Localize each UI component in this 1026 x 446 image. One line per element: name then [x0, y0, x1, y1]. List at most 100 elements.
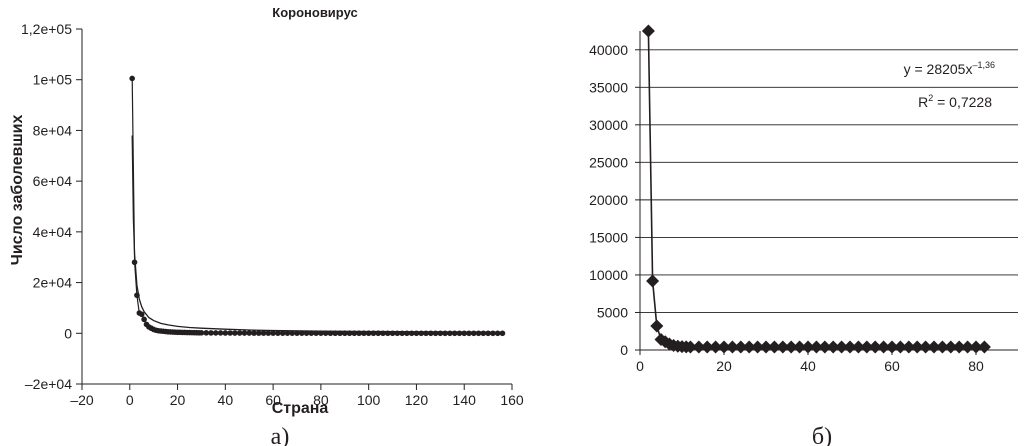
chart-a-axes — [81, 29, 512, 385]
chart-a-point — [337, 330, 343, 337]
chart-a-point — [217, 330, 224, 336]
chart-b-point — [944, 340, 958, 354]
chart-b-x-tick-label: 20 — [716, 358, 732, 374]
chart-b-point — [851, 340, 865, 354]
chart-a-point — [466, 330, 472, 337]
chart-b-y-tick-label: 15000 — [589, 229, 628, 245]
chart-a-point — [423, 330, 429, 337]
chart-a-x-tick-label: 160 — [500, 392, 524, 408]
chart-a-series-line — [131, 78, 503, 334]
chart-b-point — [809, 340, 823, 354]
chart-a-point — [275, 330, 281, 336]
chart-a-point — [418, 330, 425, 337]
chart-a-fit-curve — [131, 135, 503, 333]
chart-b-point — [843, 340, 857, 354]
chart-a-x-tick-label: 40 — [218, 392, 234, 408]
chart-a-y-axis-label: Число заболевших — [9, 115, 26, 266]
chart-b-point — [935, 340, 949, 354]
chart-a-point — [327, 330, 334, 337]
chart-a-point — [227, 330, 233, 336]
chart-b-point — [742, 340, 756, 354]
chart-b-point — [868, 340, 882, 354]
chart-a-point — [251, 330, 257, 336]
chart-b-points — [641, 24, 991, 354]
chart-a-point — [212, 330, 219, 336]
chart-b-y-tick-label: 5000 — [597, 304, 628, 320]
chart-b-x-tick-label: 80 — [968, 358, 984, 374]
chart-a-point — [322, 330, 329, 337]
chart-b-y-tick-label: 20000 — [589, 192, 628, 208]
chart-b-point — [650, 319, 664, 333]
chart-a-point — [241, 330, 248, 336]
chart-a-x-axis-label: Страна — [272, 400, 329, 417]
chart-a-point — [394, 330, 401, 337]
chart-b-point — [818, 340, 832, 354]
chart-b-point — [793, 340, 807, 354]
chart-a-point — [284, 330, 291, 336]
chart-a-point — [475, 330, 482, 337]
chart-b-series-path — [647, 30, 985, 348]
chart-a-point — [308, 330, 315, 336]
chart-a-fit-line — [131, 135, 503, 333]
chart-a-x-tick-label: 60 — [265, 392, 281, 408]
chart-a-x-tick-label: –20 — [70, 392, 94, 408]
chart-b-point — [885, 340, 899, 354]
chart-a-point — [480, 330, 487, 337]
chart-b-gridlines — [640, 49, 1018, 313]
chart-b-point — [969, 340, 983, 354]
chart-a-point — [129, 75, 135, 82]
chart-a-point — [346, 330, 353, 337]
chart-a-point — [399, 330, 405, 337]
chart-b-point — [776, 340, 790, 354]
chart-a-point — [413, 330, 420, 337]
chart-a-point — [437, 330, 444, 337]
chart-b-point — [646, 274, 660, 288]
chart-b-y-tick-label: 40000 — [589, 42, 628, 58]
chart-a-y-tick-label: 6e+04 — [33, 173, 73, 189]
chart-a-point — [138, 311, 145, 318]
chart-a-point — [494, 330, 501, 337]
chart-a-x-tick-label: 120 — [405, 392, 429, 408]
chart-b-point — [725, 340, 739, 354]
chart-a-point — [298, 330, 305, 336]
chart-a-point — [361, 330, 367, 337]
chart-b-x-tick-label: 60 — [884, 358, 900, 374]
chart-a-point — [432, 330, 439, 337]
chart-b-point — [835, 340, 849, 354]
chart-b-point — [910, 340, 924, 354]
chart-b-point — [751, 340, 765, 354]
chart-b-point — [961, 340, 975, 354]
chart-b-point — [641, 24, 655, 38]
chart-a-point — [384, 330, 391, 337]
chart-a-x-tick-label: 20 — [170, 392, 186, 408]
chart-a-point — [208, 330, 214, 336]
chart-a-point — [427, 330, 434, 337]
chart-a-point — [341, 330, 348, 337]
chart-b-x-tick-label: 0 — [636, 358, 644, 374]
chart-b-point — [977, 340, 991, 354]
chart-b-series-line — [647, 30, 985, 348]
chart-a-point — [141, 316, 147, 323]
chart-b-point — [692, 340, 706, 354]
chart-a-point — [236, 330, 243, 336]
chart-b-point — [784, 340, 798, 354]
chart-a-point — [356, 330, 362, 337]
chart-a-point — [332, 330, 339, 337]
chart-a-point — [294, 330, 300, 336]
chart-a-point — [313, 330, 319, 336]
chart-a-point — [255, 330, 262, 336]
chart-b-point — [709, 340, 723, 354]
chart-a-point — [461, 330, 468, 337]
chart-a-point — [456, 330, 463, 337]
chart-b-ticks: 0 5000 10000 15000 20000 25000 30000 35000 40000… — [589, 42, 984, 374]
chart-a-y-tick-label: 1e+05 — [33, 72, 73, 88]
chart-b-y-tick-label: 10000 — [589, 267, 628, 283]
chart-a-y-tick-label: 0 — [64, 325, 72, 341]
chart-a-point — [270, 330, 276, 336]
chart-b-point — [860, 340, 874, 354]
chart-a-ticks: –2e+04 0 2e+04 4e+04 6e+04 8e+04 1e+05 1,2e+05 –… — [21, 21, 524, 408]
chart-a-x-tick-label: 100 — [357, 392, 381, 408]
chart-b-point — [700, 340, 714, 354]
chart-a-point — [279, 330, 286, 336]
